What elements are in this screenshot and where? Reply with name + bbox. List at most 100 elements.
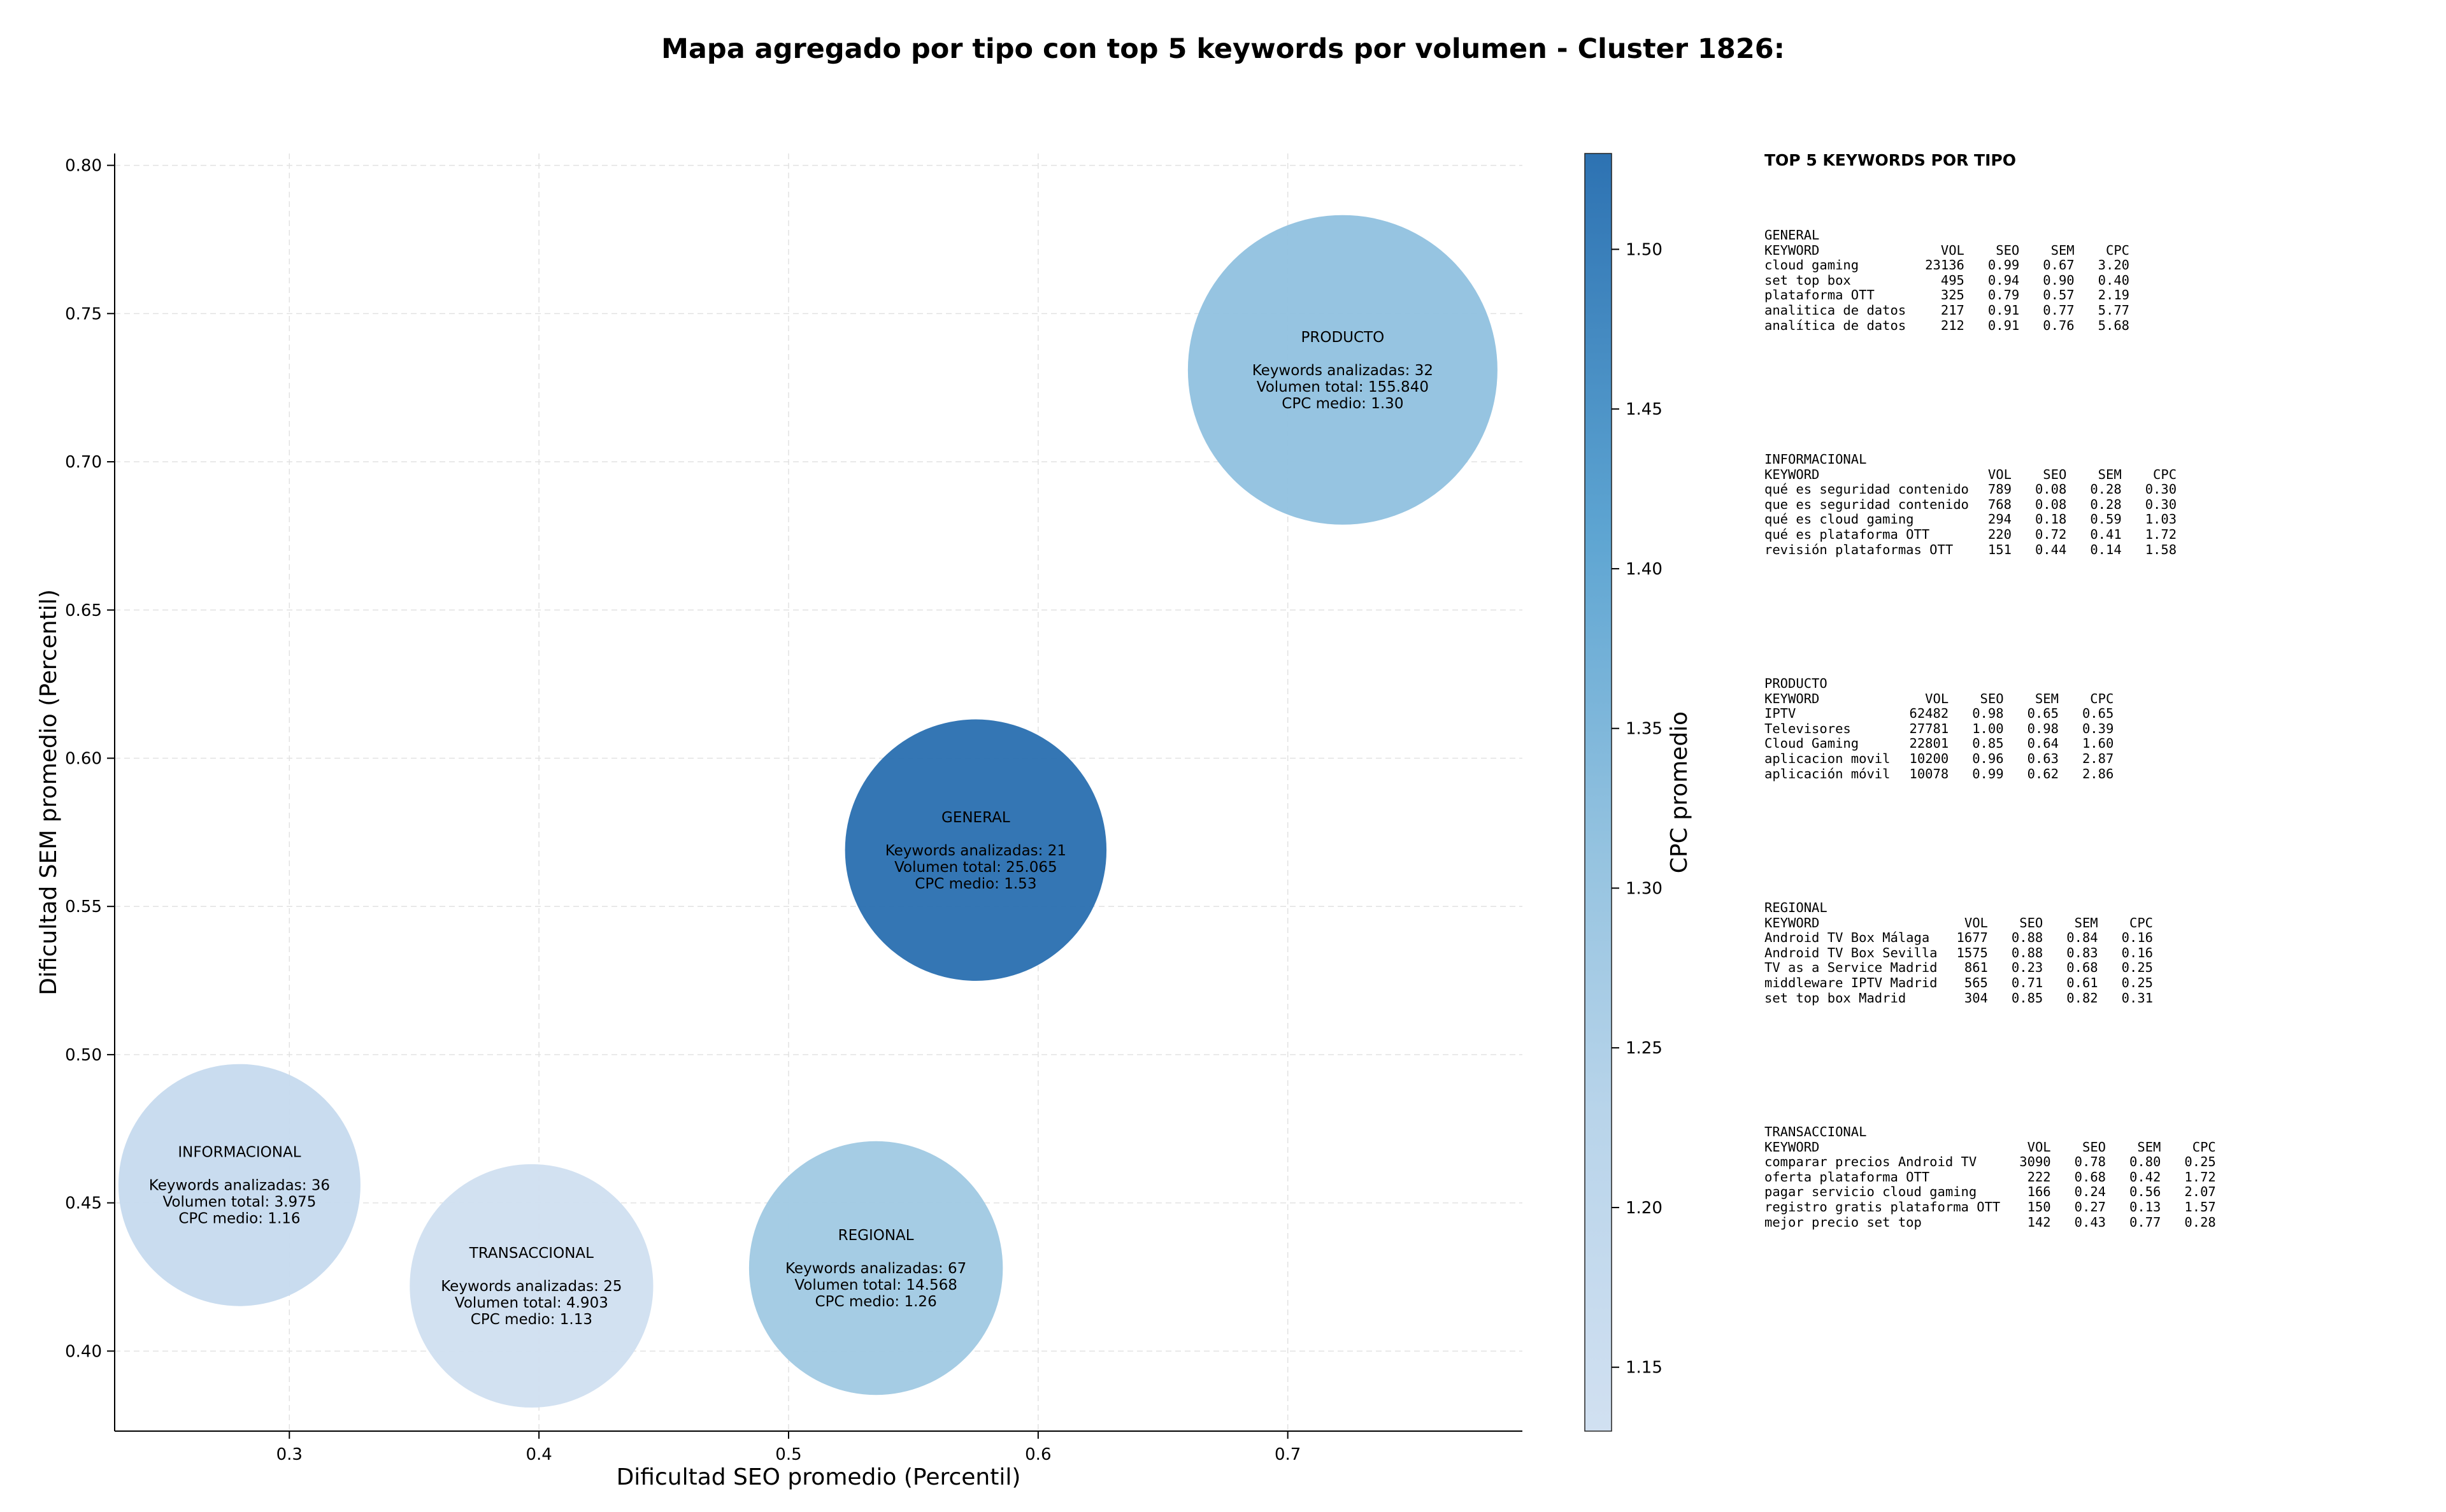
table-cell: 495 (1940, 272, 1964, 288)
table-cell: 0.64 (2027, 736, 2059, 752)
table-cell: qué es plataforma OTT (1764, 526, 1930, 542)
bubble-title: TRANSACCIONAL (469, 1245, 594, 1262)
table-cell: 0.40 (2098, 272, 2130, 288)
table-cell: 0.43 (2074, 1214, 2106, 1230)
table-cell: 2.87 (2082, 750, 2114, 766)
y-tick-label: 0.55 (65, 897, 102, 916)
table-cell: 0.25 (2121, 960, 2154, 976)
table-row: analitica de datos 217 0.91 0.77 5.77 (1764, 303, 2129, 318)
table-header-row: KEYWORD VOL SEO SEM CPC (1764, 467, 2177, 483)
group-name: PRODUCTO (1764, 676, 1827, 691)
table-cell: 0.23 (2011, 960, 2043, 976)
bubble-transaccional: TRANSACCIONAL Keywords analizadas: 25Volu… (410, 1164, 654, 1408)
table-cell: 10200 (1909, 750, 1949, 766)
table-cell: 0.16 (2121, 945, 2154, 960)
grid-lines (115, 153, 1522, 1431)
table-cell: 222 (2027, 1169, 2051, 1185)
table-cell: 0.79 (1987, 287, 2020, 303)
table-cell: 0.77 (2043, 302, 2075, 318)
group-name: INFORMACIONAL (1764, 452, 1867, 467)
table-cell: 0.77 (2129, 1214, 2161, 1230)
table-cell: 0.39 (2082, 720, 2114, 736)
keyword-group-transaccional: TRANSACCIONAL KEYWORD VOL SEO SEM CPC comparar… (1764, 1124, 2216, 1230)
x-tick-label: 0.5 (775, 1445, 801, 1464)
table-cell: IPTV (1764, 706, 1796, 722)
table-cell: 1.57 (2184, 1199, 2216, 1215)
table-cell: 0.67 (2043, 257, 2075, 273)
table-cell: 62482 (1909, 706, 1949, 722)
table-row: oferta plataforma OTT 222 0.68 0.42 1.72 (1764, 1169, 2216, 1185)
table-cell: 0.28 (2090, 481, 2122, 497)
bubble-label-line: Keywords analizadas: 25 (441, 1278, 622, 1295)
table-cell: 0.42 (2129, 1169, 2161, 1185)
table-cell: mejor precio set top (1764, 1214, 1922, 1230)
table-cell: 142 (2027, 1214, 2051, 1230)
bubble-title: REGIONAL (838, 1227, 914, 1244)
table-cell: 0.27 (2074, 1199, 2106, 1215)
bubble-label-line: CPC medio: 1.16 (178, 1211, 300, 1227)
table-cell: 0.82 (2066, 990, 2098, 1006)
table-cell: 0.61 (2066, 974, 2098, 990)
table-row: pagar servicio cloud gaming 166 0.24 0.56 2.… (1764, 1185, 2216, 1200)
table-cell: 0.83 (2066, 945, 2098, 960)
y-tick-label: 0.60 (65, 749, 102, 768)
table-cell: Cloud Gaming (1764, 736, 1859, 752)
x-tick-label: 0.7 (1275, 1445, 1301, 1464)
table-cell: 0.65 (2082, 706, 2114, 722)
table-cell: 304 (1964, 990, 1988, 1006)
table-cell: 0.56 (2129, 1184, 2161, 1200)
bubble-label-line: Volumen total: 4.903 (455, 1295, 608, 1311)
column-header: CPC (2090, 690, 2114, 706)
table-row: aplicación móvil 10078 0.99 0.62 2.86 (1764, 766, 2113, 782)
table-cell: 22801 (1909, 736, 1949, 752)
table-cell: 5.77 (2098, 302, 2130, 318)
column-header: CPC (2105, 242, 2130, 258)
x-tick-label: 0.6 (1025, 1445, 1051, 1464)
column-header: VOL (1964, 915, 1988, 931)
table-row: IPTV 62482 0.98 0.65 0.65 (1764, 706, 2113, 722)
table-row: cloud gaming 23136 0.99 0.67 3.20 (1764, 258, 2129, 273)
column-header: VOL (1925, 690, 1949, 706)
table-cell: 1575 (1956, 945, 1988, 960)
table-cell: 1.58 (2145, 541, 2177, 557)
bubble-label-line: Volumen total: 25.065 (894, 859, 1057, 876)
table-cell: 1.03 (2145, 511, 2177, 527)
column-header: SEM (2050, 242, 2075, 258)
bubble-circle (748, 1141, 1003, 1395)
table-cell: 0.84 (2066, 930, 2098, 946)
bubble-label-line: CPC medio: 1.30 (1282, 396, 1403, 412)
table-cell: 217 (1940, 302, 1964, 318)
group-name: TRANSACCIONAL (1764, 1124, 1867, 1139)
table-row: Televisores 27781 1.00 0.98 0.39 (1764, 720, 2114, 737)
table-cell: 294 (1987, 511, 2012, 527)
table-cell: 0.16 (2121, 930, 2154, 946)
table-row: middleware IPTV Madrid 565 0.71 0.61 0.25 (1764, 974, 2153, 991)
table-header-row: KEYWORD VOL SEO SEM CPC (1764, 243, 2129, 259)
table-cell: 220 (1987, 526, 2012, 542)
group-name: REGIONAL (1764, 900, 1827, 915)
y-tick-label: 0.70 (65, 453, 102, 472)
table-cell: aplicación móvil (1764, 766, 1891, 781)
column-header: SEO (1980, 690, 2004, 706)
colorbar-tick-label: 1.15 (1626, 1359, 1663, 1378)
table-cell: 0.91 (1987, 302, 2020, 318)
table-cell: 565 (1964, 974, 1988, 990)
y-tick-label: 0.40 (65, 1342, 102, 1361)
colorbar-tick-label: 1.35 (1626, 720, 1663, 739)
bubble-title: PRODUCTO (1301, 329, 1385, 346)
colorbar-tick-label: 1.50 (1626, 240, 1663, 259)
table-cell: 0.30 (2145, 481, 2177, 497)
column-header: SEO (1996, 242, 2020, 258)
table-cell: Televisores (1764, 720, 1851, 736)
y-axis-label: Dificultad SEM promedio (Percentil) (36, 589, 62, 995)
table-row: TV as a Service Madrid 861 0.23 0.68 0.25 (1764, 960, 2153, 976)
table-row: qué es seguridad contenido 789 0.08 0.28 0.3… (1764, 482, 2177, 497)
table-cell: 0.98 (2027, 720, 2059, 736)
table-cell: 0.91 (1987, 317, 2020, 333)
table-cell: TV as a Service Madrid (1764, 960, 1938, 976)
y-tick-label: 0.65 (65, 601, 102, 620)
bubble-circle (1187, 215, 1498, 525)
table-cell: oferta plataforma OTT (1764, 1169, 1930, 1185)
